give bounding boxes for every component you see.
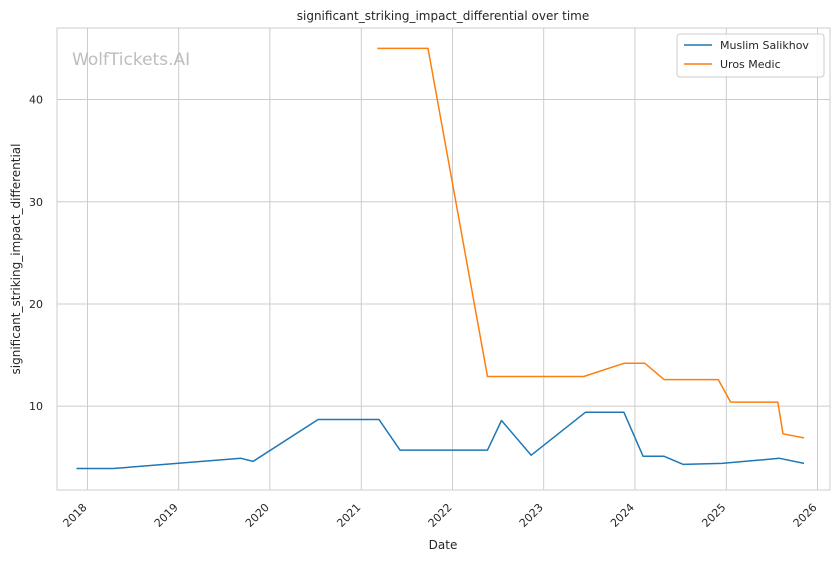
series-line-uros-medic bbox=[377, 47, 805, 439]
y-axis-label: significant_striking_impact_differential bbox=[9, 144, 23, 375]
legend: Muslim Salikhov Uros Medic bbox=[676, 33, 825, 78]
y-tick-label-10: 10 bbox=[29, 400, 43, 413]
grid-layer bbox=[57, 28, 830, 490]
series-line-muslim-salikhov bbox=[76, 411, 805, 470]
chart-title: significant_striking_impact_differential… bbox=[297, 9, 589, 23]
y-tick-label-20: 20 bbox=[29, 298, 43, 311]
legend-box bbox=[676, 33, 825, 78]
series-layer bbox=[76, 47, 805, 470]
y-tick-label-40: 40 bbox=[29, 94, 43, 107]
legend-label-uros-medic: Uros Medic bbox=[720, 58, 781, 71]
plot-frame bbox=[56, 27, 831, 491]
x-axis-label: Date bbox=[429, 538, 458, 552]
watermark-text: WolfTickets.AI bbox=[72, 50, 190, 70]
legend-label-muslim-salikhov: Muslim Salikhov bbox=[720, 39, 809, 52]
y-tick-label-30: 30 bbox=[29, 196, 43, 209]
